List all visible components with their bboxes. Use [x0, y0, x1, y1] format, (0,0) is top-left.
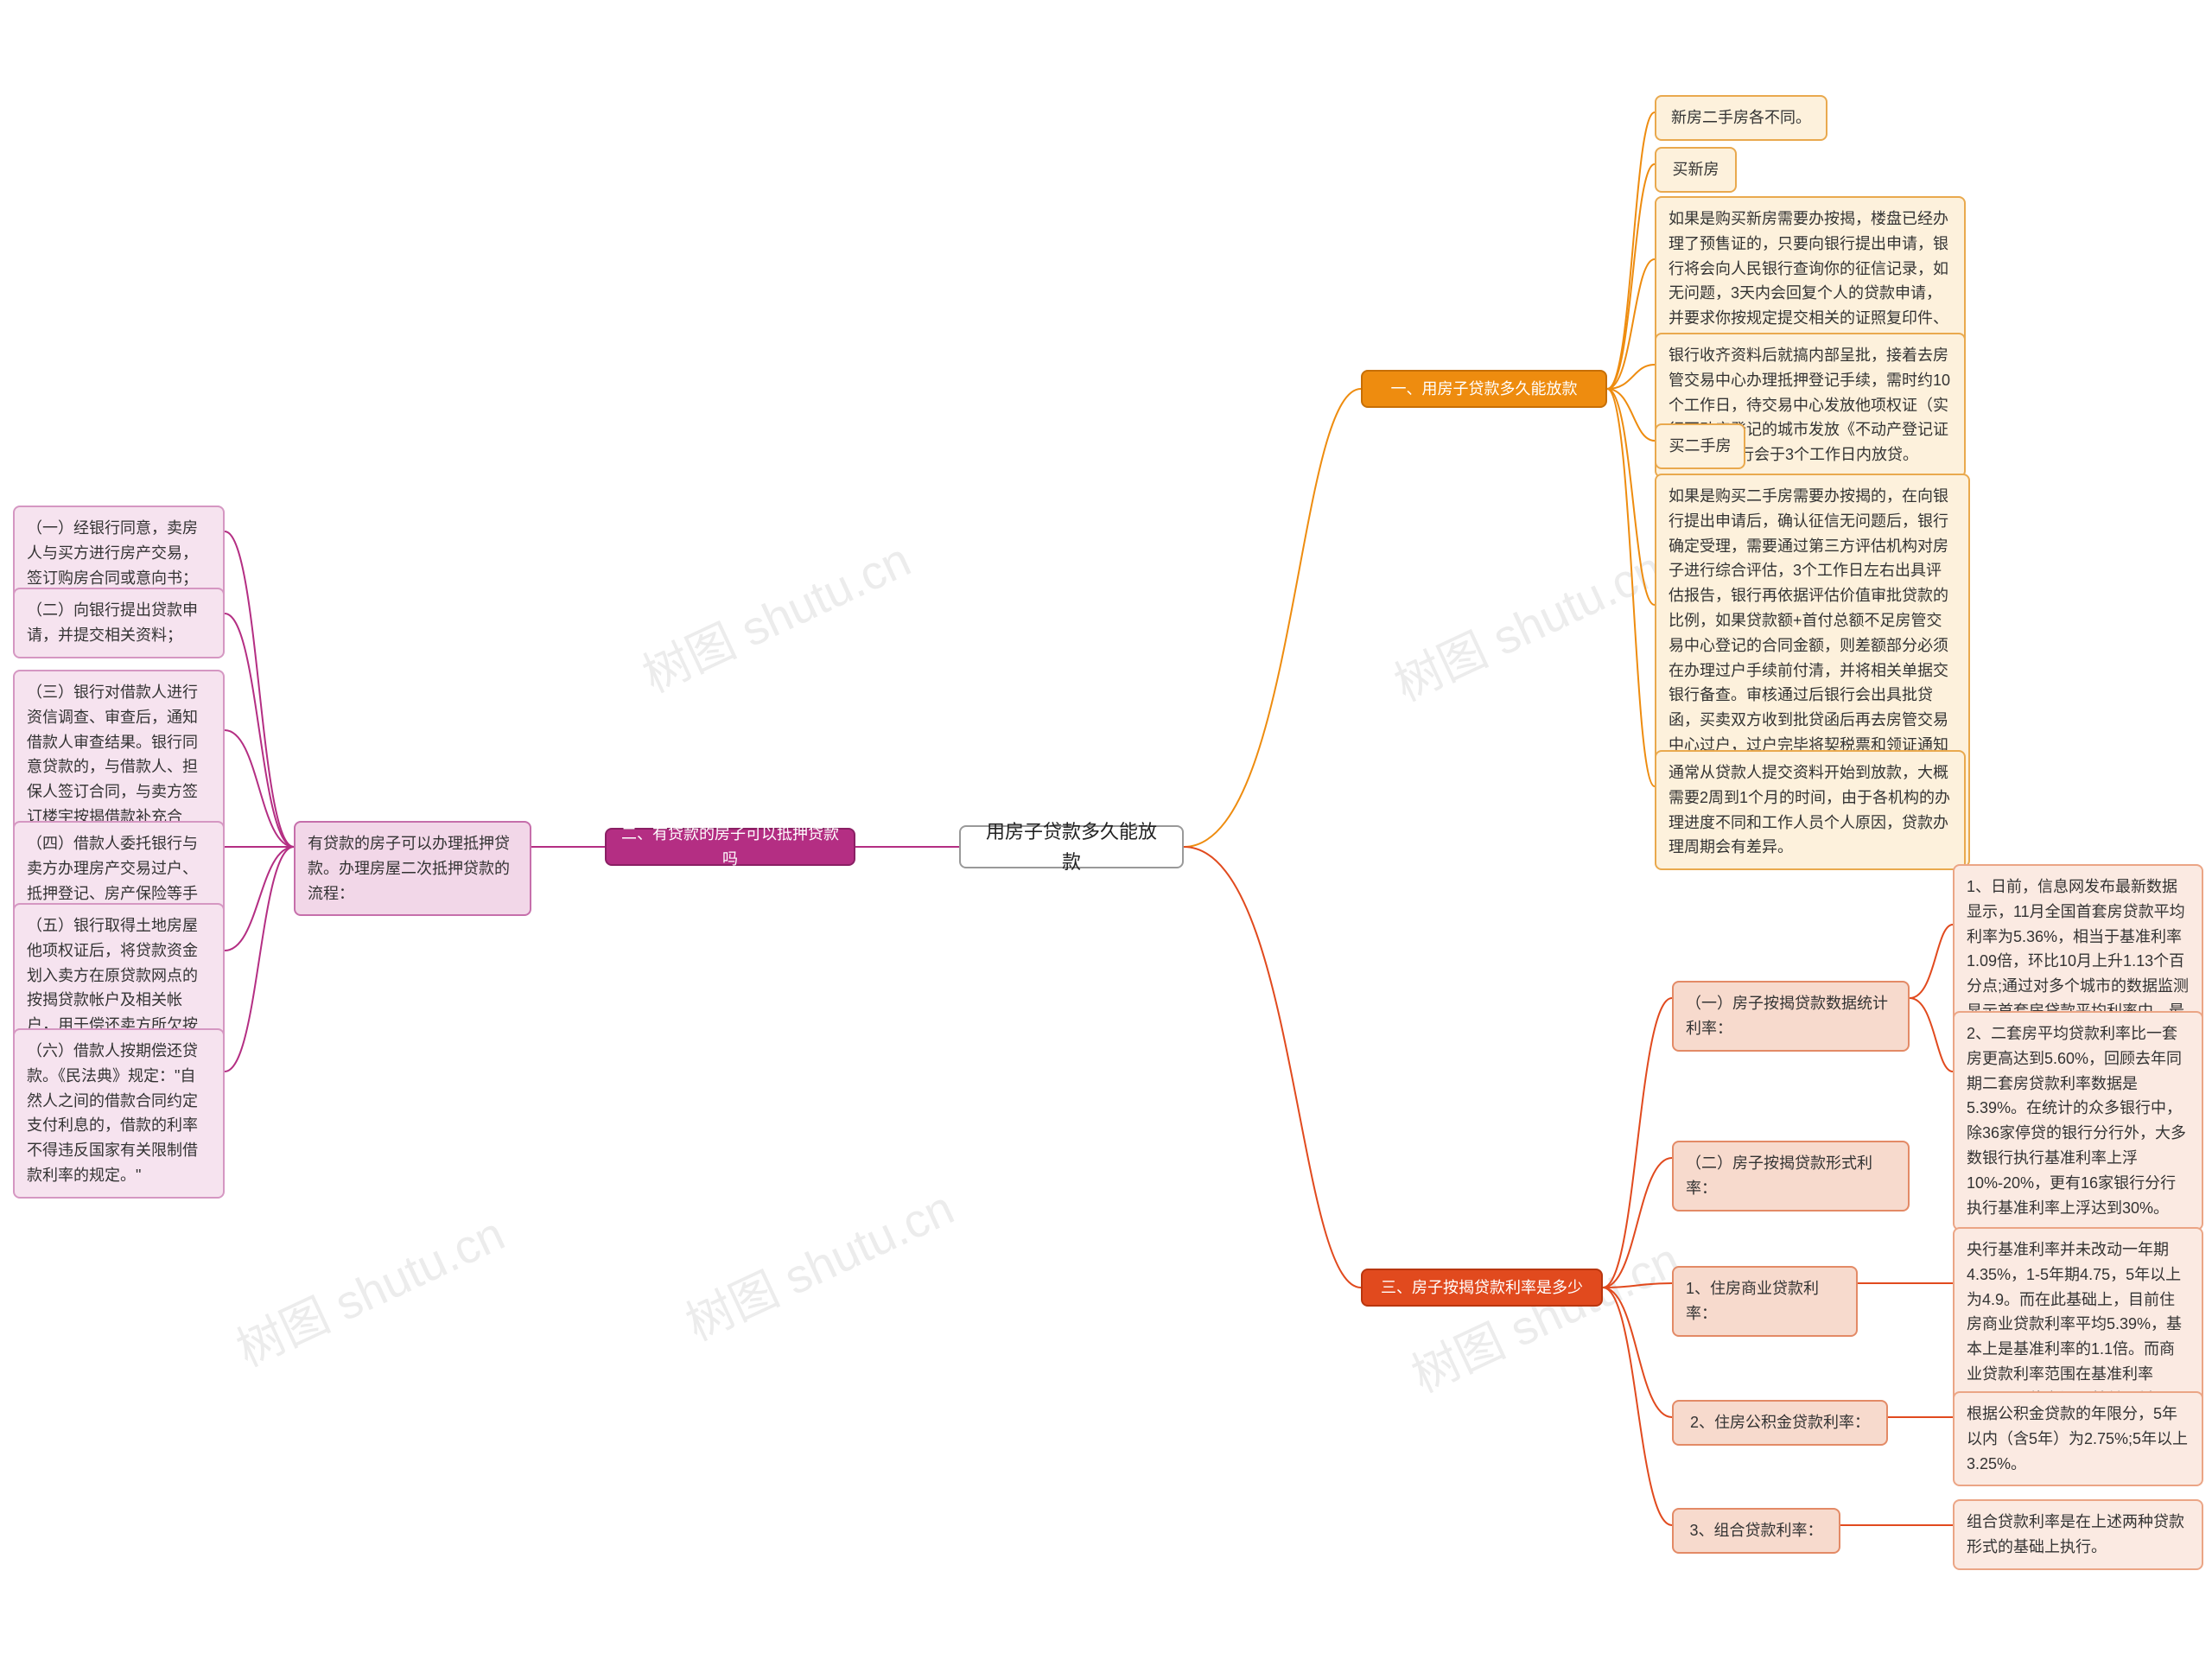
root-node: 用房子贷款多久能放款 — [959, 825, 1184, 868]
branch-one-leaf-1: 买新房 — [1655, 147, 1737, 193]
branch-two-leaf-0: （一）经银行同意，卖房人与买方进行房产交易，签订购房合同或意向书； — [13, 506, 225, 601]
branch-three-leaf-4: 组合贷款利率是在上述两种贷款形式的基础上执行。 — [1953, 1499, 2203, 1570]
branch-one: 一、用房子贷款多久能放款 — [1361, 370, 1607, 408]
branch-three-leaf-0b: 2、二套房平均贷款利率比一套房更高达到5.60%，回顾去年同期二套房贷款利率数据… — [1953, 1011, 2203, 1231]
watermark: 树图 shutu.cn — [673, 1169, 963, 1353]
branch-one-leaf-0: 新房二手房各不同。 — [1655, 95, 1827, 141]
branch-one-label: 一、用房子贷款多久能放款 — [1379, 368, 1590, 410]
watermark: 树图 shutu.cn — [224, 1195, 514, 1379]
branch-three-label: 三、房子按揭贷款利率是多少 — [1369, 1267, 1595, 1309]
branch-three-leaf-3: 根据公积金贷款的年限分，5年以内（含5年）为2.75%;5年以上3.25%。 — [1953, 1391, 2203, 1486]
branch-three-child-0: （一）房子按揭贷款数据统计利率： — [1672, 981, 1910, 1052]
branch-three-child-4: 3、组合贷款利率： — [1672, 1508, 1840, 1554]
branch-two-label: 二、有贷款的房子可以抵押贷款吗 — [607, 813, 854, 881]
branch-two-leaf-1: （二）向银行提出贷款申请，并提交相关资料； — [13, 588, 225, 658]
branch-one-leaf-6: 通常从贷款人提交资料开始到放款，大概需要2周到1个月的时间，由于各机构的办理进度… — [1655, 750, 1966, 870]
branch-two-leaf-5: （六）借款人按期偿还贷款。《民法典》规定："自然人之间的借款合同约定支付利息的，… — [13, 1028, 225, 1199]
watermark: 树图 shutu.cn — [1382, 530, 1672, 714]
branch-three-child-3: 2、住房公积金贷款利率： — [1672, 1400, 1888, 1446]
branch-three-child-2: 1、住房商业贷款利率： — [1672, 1266, 1858, 1337]
branch-two-mid: 有贷款的房子可以办理抵押贷款。办理房屋二次抵押贷款的流程： — [294, 821, 531, 916]
root-label: 用房子贷款多久能放款 — [961, 803, 1182, 891]
watermark: 树图 shutu.cn — [1399, 1221, 1689, 1405]
branch-two: 二、有贷款的房子可以抵押贷款吗 — [605, 828, 855, 866]
branch-three: 三、房子按揭贷款利率是多少 — [1361, 1269, 1603, 1307]
branch-one-leaf-4: 买二手房 — [1655, 423, 1745, 469]
watermark: 树图 shutu.cn — [630, 521, 920, 705]
branch-three-child-1: （二）房子按揭贷款形式利率： — [1672, 1141, 1910, 1212]
